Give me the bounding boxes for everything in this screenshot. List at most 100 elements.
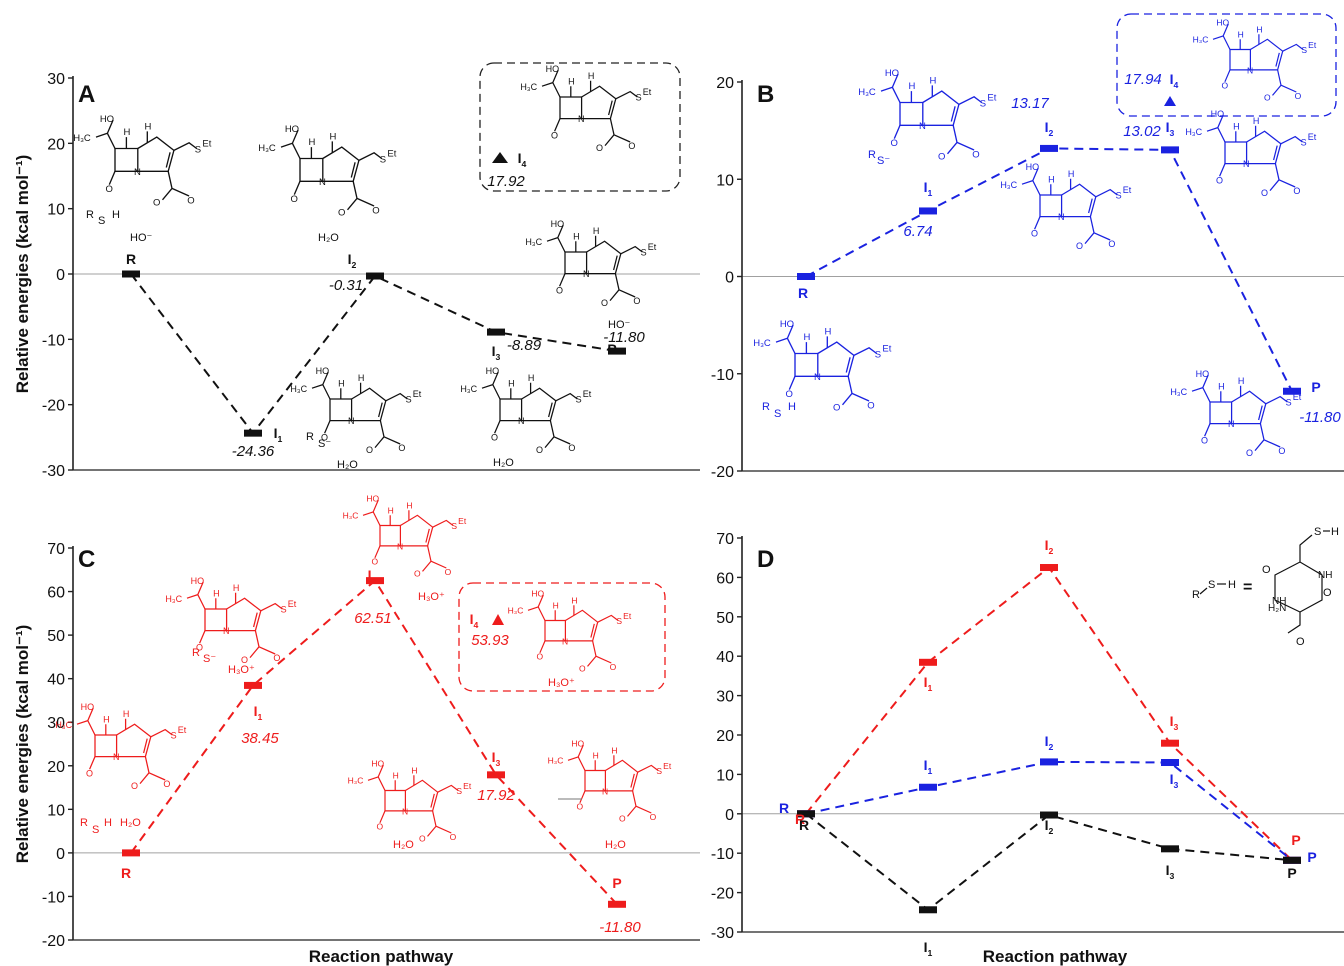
svg-text:O: O [633, 296, 640, 306]
svg-text:S: S [875, 349, 881, 360]
svg-text:HO: HO [531, 589, 544, 599]
species-label: H [104, 817, 112, 829]
species-label: R [80, 817, 88, 829]
svg-text:H₃C: H₃C [1185, 127, 1202, 137]
svg-text:HO: HO [1211, 109, 1225, 119]
svg-text:H: H [1238, 30, 1244, 40]
y-tick-label: 10 [47, 202, 65, 219]
svg-text:H₃C: H₃C [1170, 387, 1187, 397]
y-tick-label: 40 [716, 649, 734, 666]
svg-text:O: O [445, 567, 452, 577]
point-label: I1 [274, 425, 283, 444]
svg-text:H: H [338, 378, 345, 388]
svg-text:HO: HO [571, 739, 584, 749]
point-label: P [612, 875, 621, 891]
svg-text:Et: Et [413, 389, 422, 399]
panel-b: -20 -10 0 10 20 B R I1 I2 I3 P 6.74 13.17 13.02 -11.80… [711, 13, 1344, 481]
species-label: R [86, 209, 94, 221]
svg-text:H: H [573, 231, 580, 241]
svg-text:H: H [508, 378, 514, 388]
svg-text:O: O [86, 768, 93, 778]
energy-level-bar [1161, 146, 1179, 154]
y-tick-label: -10 [711, 846, 734, 863]
energy-level-bar [1040, 564, 1058, 572]
point-label: I2 [1045, 733, 1054, 752]
svg-text:NH: NH [1318, 570, 1332, 581]
y-tick-label: 10 [47, 802, 65, 819]
svg-text:N: N [578, 114, 585, 124]
y-tick-label: 0 [725, 807, 734, 824]
svg-text:S: S [576, 395, 582, 405]
energy-level-bar [1161, 845, 1179, 853]
svg-text:H: H [1218, 381, 1225, 391]
energy-level-bar [487, 328, 505, 336]
energy-level-bar [487, 771, 505, 779]
svg-text:O: O [187, 196, 194, 207]
species-label: R [306, 431, 314, 443]
point-label: R [795, 811, 805, 827]
value-label: -11.80 [599, 919, 641, 936]
triangle-marker [492, 614, 504, 625]
species-label: HO⁻ [608, 319, 631, 331]
y-tick-label: -20 [42, 398, 65, 415]
svg-text:H₃C: H₃C [525, 237, 542, 247]
svg-text:H₃C: H₃C [1193, 35, 1209, 45]
point-label: P [607, 341, 616, 357]
svg-text:O: O [419, 834, 426, 844]
svg-text:N: N [223, 626, 230, 636]
svg-text:H: H [388, 506, 394, 516]
svg-text:N: N [319, 177, 326, 188]
point-label: I1 [924, 757, 933, 776]
svg-text:HO: HO [366, 494, 379, 504]
svg-text:H: H [588, 71, 595, 81]
svg-text:O: O [1222, 81, 1229, 91]
svg-text:H: H [1233, 121, 1240, 131]
svg-text:H: H [824, 327, 831, 338]
energy-level-bar [366, 577, 384, 585]
energy-level-bar [122, 270, 140, 278]
svg-text:Et: Et [643, 87, 652, 97]
svg-text:O: O [556, 285, 563, 295]
svg-text:O: O [366, 445, 373, 455]
point-label: I1 [924, 179, 933, 198]
svg-text:S: S [1286, 398, 1292, 408]
svg-text:O: O [450, 832, 457, 842]
species-label: S [92, 824, 99, 836]
y-tick-label: 30 [47, 71, 65, 88]
svg-text:H: H [124, 127, 131, 138]
svg-text:H: H [1253, 116, 1260, 126]
species-label: R [868, 149, 876, 161]
svg-text:H: H [611, 746, 617, 756]
point-label: I1 [924, 939, 933, 958]
energy-level-bar [1040, 758, 1058, 766]
series-line-blue [805, 760, 1293, 862]
point-label: R [126, 251, 136, 267]
svg-text:O: O [972, 150, 979, 161]
svg-text:O: O [786, 389, 793, 400]
energy-level-bar [919, 783, 937, 791]
inset-box [1116, 13, 1337, 117]
svg-text:HO: HO [885, 68, 899, 79]
svg-text:Et: Et [463, 781, 472, 791]
point-label: I3 [1166, 862, 1175, 881]
svg-text:O: O [338, 208, 345, 219]
svg-text:H: H [144, 122, 151, 133]
svg-text:O: O [551, 130, 558, 140]
y-tick-label: 10 [716, 172, 734, 189]
y-tick-label: 20 [47, 136, 65, 153]
svg-text:Et: Et [1293, 392, 1302, 402]
svg-text:H: H [1228, 579, 1236, 591]
svg-text:S: S [451, 521, 457, 531]
energy-level-bar [919, 207, 937, 215]
svg-text:O: O [650, 812, 657, 822]
point-label: R [121, 865, 131, 881]
svg-text:HO: HO [100, 114, 114, 125]
svg-text:O: O [321, 432, 328, 442]
svg-text:O: O [1216, 175, 1223, 185]
svg-text:NH: NH [1272, 596, 1286, 607]
svg-text:H: H [233, 583, 240, 593]
point-label: P [1291, 832, 1300, 848]
